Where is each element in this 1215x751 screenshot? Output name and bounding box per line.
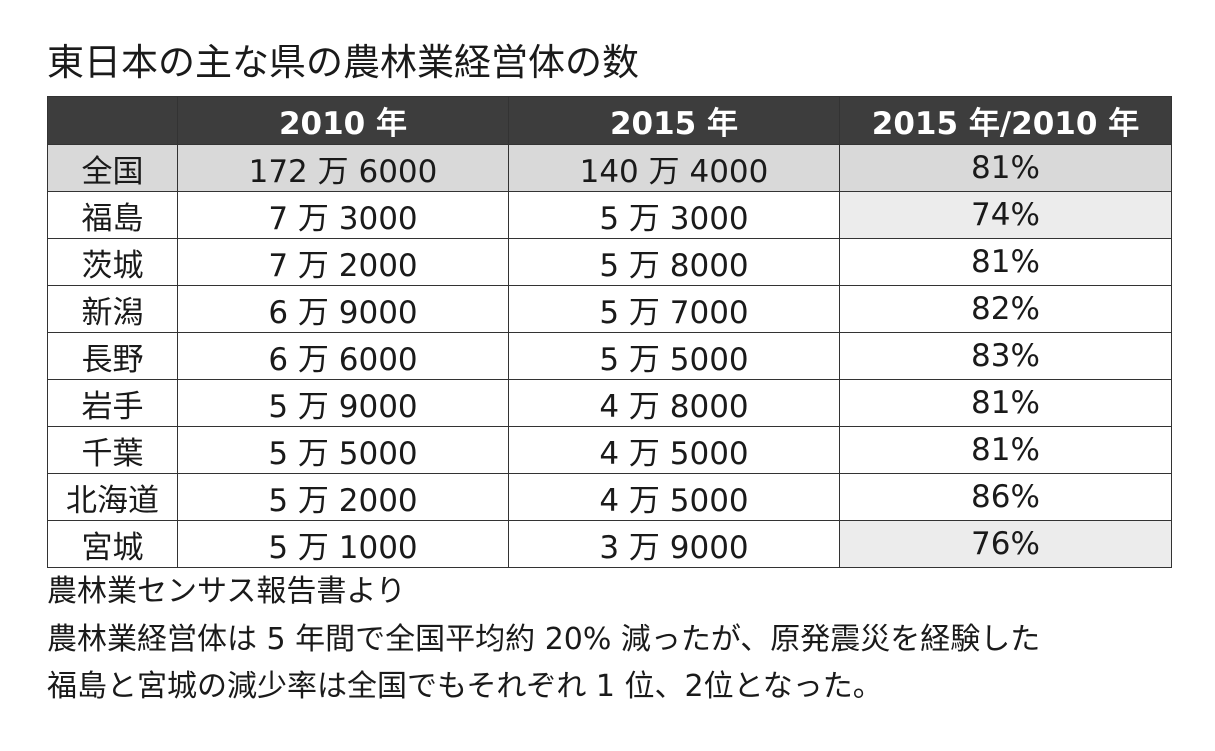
count-2015-cell: 4 万 5000 [508,473,840,521]
ratio-cell: 83% [839,332,1172,380]
count-2010-cell: 5 万 9000 [177,379,509,427]
caption-line-2: 福島と宮城の減少率は全国でもそれぞれ 1 位、2位となった。 [47,669,883,704]
count-2010-cell: 7 万 2000 [177,238,509,286]
caption-line-1: 農林業経営体は 5 年間で全国平均約 20% 減ったが、原発震災を経験した [47,622,1041,657]
page-title: 東日本の主な県の農林業経営体の数 [47,41,639,84]
table-row: 全国 172 万 6000 140 万 4000 81% [47,144,1172,192]
header-row: 2010 年 2015 年 2015 年/2010 年 [47,96,1172,145]
ratio-cell-highlighted: 74% [839,191,1172,239]
prefecture-cell: 千葉 [47,426,178,474]
table-row: 茨城 7 万 2000 5 万 8000 81% [47,238,1172,286]
data-table: 2010 年 2015 年 2015 年/2010 年 全国 172 万 600… [47,96,1172,568]
ratio-cell: 81% [839,144,1172,192]
ratio-cell: 86% [839,473,1172,521]
count-2010-cell: 5 万 5000 [177,426,509,474]
ratio-cell: 81% [839,238,1172,286]
table-row: 千葉 5 万 5000 4 万 5000 81% [47,426,1172,474]
count-2015-cell: 140 万 4000 [508,144,840,192]
ratio-cell: 81% [839,379,1172,427]
table-row: 長野 6 万 6000 5 万 5000 83% [47,332,1172,380]
table-header: 2010 年 2015 年 2015 年/2010 年 [47,96,1172,145]
count-2015-cell: 3 万 9000 [508,520,840,568]
table-row: 北海道 5 万 2000 4 万 5000 86% [47,473,1172,521]
source-note: 農林業センサス報告書より [47,574,406,609]
count-2015-cell: 5 万 5000 [508,332,840,380]
prefecture-cell: 新潟 [47,285,178,333]
ratio-cell: 81% [839,426,1172,474]
prefecture-cell: 北海道 [47,473,178,521]
header-cell-ratio: 2015 年/2010 年 [839,96,1172,145]
count-2010-cell: 6 万 9000 [177,285,509,333]
table-row: 新潟 6 万 9000 5 万 7000 82% [47,285,1172,333]
count-2015-cell: 5 万 3000 [508,191,840,239]
table-body: 全国 172 万 6000 140 万 4000 81% 福島 7 万 3000… [47,144,1172,568]
caption-note: 農林業経営体は 5 年間で全国平均約 20% 減ったが、原発震災を経験した 福島… [47,616,1040,710]
prefecture-cell: 岩手 [47,379,178,427]
count-2015-cell: 4 万 8000 [508,379,840,427]
ratio-cell-highlighted: 76% [839,520,1172,568]
prefecture-cell: 茨城 [47,238,178,286]
count-2015-cell: 5 万 8000 [508,238,840,286]
count-2015-cell: 5 万 7000 [508,285,840,333]
prefecture-cell: 宮城 [47,520,178,568]
header-cell-prefecture [47,96,178,145]
header-cell-2010: 2010 年 [177,96,509,145]
count-2015-cell: 4 万 5000 [508,426,840,474]
count-2010-cell: 5 万 1000 [177,520,509,568]
table-row: 岩手 5 万 9000 4 万 8000 81% [47,379,1172,427]
count-2010-cell: 6 万 6000 [177,332,509,380]
header-cell-2015: 2015 年 [508,96,840,145]
count-2010-cell: 172 万 6000 [177,144,509,192]
table-row: 宮城 5 万 1000 3 万 9000 76% [47,520,1172,568]
count-2010-cell: 7 万 3000 [177,191,509,239]
prefecture-cell: 福島 [47,191,178,239]
table-row: 福島 7 万 3000 5 万 3000 74% [47,191,1172,239]
ratio-cell: 82% [839,285,1172,333]
prefecture-cell: 長野 [47,332,178,380]
count-2010-cell: 5 万 2000 [177,473,509,521]
prefecture-cell: 全国 [47,144,178,192]
